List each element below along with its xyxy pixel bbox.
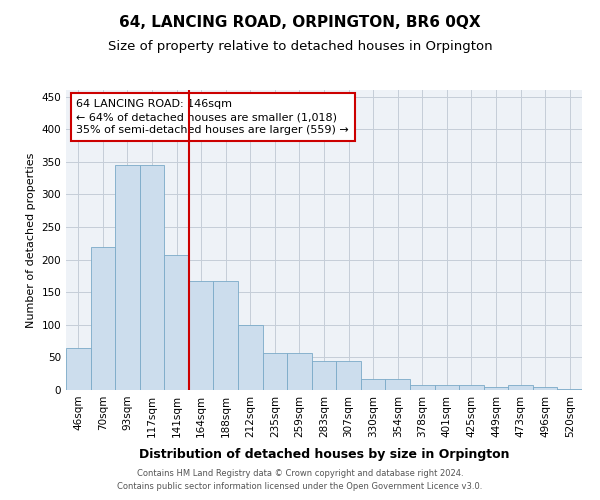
Bar (140, 165, 164, 390)
Bar (91, 246, 115, 390)
Text: Contains public sector information licensed under the Open Government Licence v3: Contains public sector information licen… (118, 482, 482, 491)
Text: Size of property relative to detached houses in Orpington: Size of property relative to detached ho… (107, 40, 493, 53)
Bar (214, 281, 238, 390)
Bar (361, 379, 385, 390)
Bar (189, 281, 214, 390)
Bar (410, 385, 434, 390)
Bar (336, 362, 361, 390)
Bar (434, 385, 459, 390)
Text: Contains HM Land Registry data © Crown copyright and database right 2024.: Contains HM Land Registry data © Crown c… (137, 468, 463, 477)
Bar (287, 353, 312, 390)
Bar (484, 388, 508, 390)
Text: 64 LANCING ROAD: 146sqm
← 64% of detached houses are smaller (1,018)
35% of semi: 64 LANCING ROAD: 146sqm ← 64% of detache… (76, 99, 349, 136)
Bar (66, 348, 91, 390)
X-axis label: Distribution of detached houses by size in Orpington: Distribution of detached houses by size … (139, 448, 509, 461)
Bar (385, 379, 410, 390)
Bar (164, 255, 189, 390)
Bar (508, 385, 533, 390)
Text: 64, LANCING ROAD, ORPINGTON, BR6 0QX: 64, LANCING ROAD, ORPINGTON, BR6 0QX (119, 15, 481, 30)
Y-axis label: Number of detached properties: Number of detached properties (26, 152, 36, 328)
Bar (557, 388, 582, 390)
Bar (263, 353, 287, 390)
Bar (115, 165, 140, 390)
Bar (533, 388, 557, 390)
Bar (238, 326, 263, 390)
Bar (312, 362, 336, 390)
Bar (459, 385, 484, 390)
